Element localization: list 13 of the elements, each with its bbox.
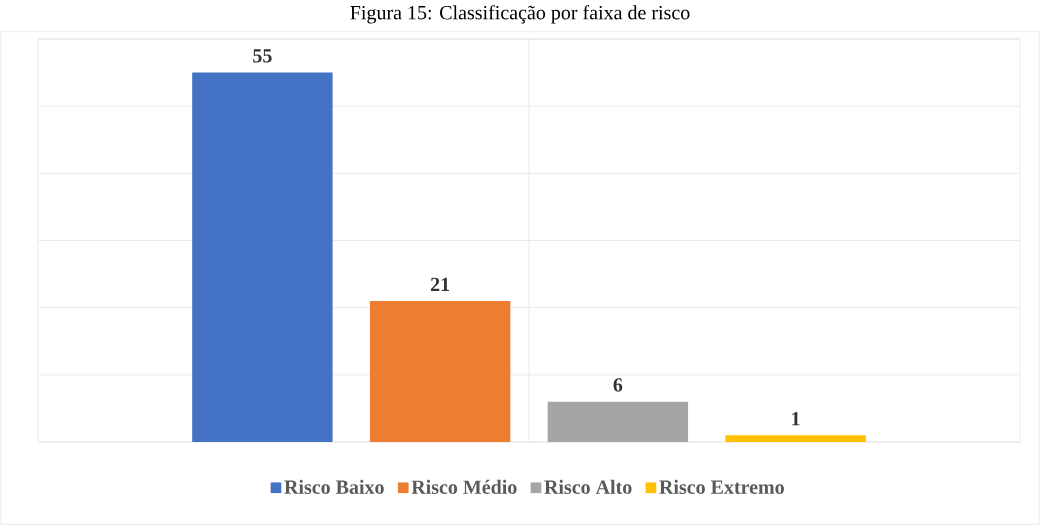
bar — [547, 401, 689, 442]
data-label: 21 — [430, 277, 450, 291]
data-label: 6 — [613, 378, 623, 392]
data-label: 1 — [792, 412, 800, 426]
legend-label: Risco Baixo — [284, 479, 384, 494]
legend-label: Risco Alto — [544, 479, 632, 494]
bar — [725, 435, 866, 442]
data-label: 55 — [253, 49, 272, 63]
bar — [192, 72, 333, 442]
chart-title: Figura 15: Classificação por faixa de risco — [350, 5, 690, 24]
bar — [369, 300, 511, 442]
legend-label: Risco Médio — [411, 479, 517, 494]
legend-label: Risco Extremo — [659, 479, 784, 494]
